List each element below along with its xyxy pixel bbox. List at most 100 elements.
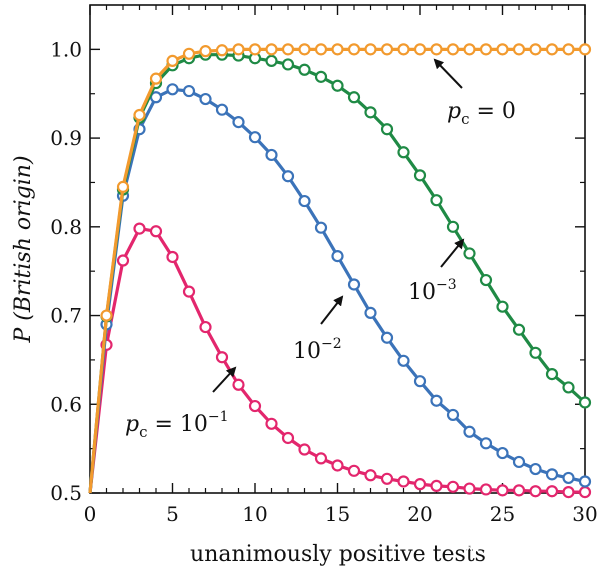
y-tick-label: 0.8	[50, 215, 82, 239]
watermark: 知乎 @只抓住6个	[465, 537, 584, 555]
data-point	[215, 351, 229, 364]
data-point	[166, 83, 179, 96]
data-point	[166, 54, 179, 67]
data-point	[331, 459, 344, 472]
data-point	[133, 108, 146, 122]
data-point	[232, 116, 245, 129]
axis-ticks: 0 5 10 15 20 25 30 0.5 0.6 0.7 0.8 0.9 1.0	[50, 5, 598, 526]
data-point	[364, 306, 377, 319]
data-point	[364, 106, 377, 119]
data-point	[199, 92, 212, 106]
data-point	[397, 146, 410, 159]
y-tick-label: 1.0	[50, 37, 82, 61]
annotation-pc-1-arrow	[212, 366, 237, 393]
data-point	[413, 478, 427, 491]
x-tick-label: 15	[325, 502, 350, 526]
data-point	[479, 437, 493, 450]
data-point	[578, 475, 592, 488]
data-point	[347, 464, 361, 477]
data-point	[512, 484, 526, 497]
series-0	[88, 222, 592, 499]
y-tick-label: 0.9	[50, 126, 82, 150]
annotation-pc-3: 10−3	[408, 238, 465, 305]
data-point	[265, 43, 278, 56]
data-point	[232, 43, 245, 56]
annotation-pc-2: 10−2	[293, 295, 344, 364]
annotation-pc-3-arrow	[440, 238, 465, 268]
data-point	[149, 72, 163, 85]
data-point	[281, 43, 295, 56]
data-point	[529, 485, 542, 498]
data-point	[380, 123, 394, 136]
data-point	[496, 446, 509, 460]
y-tick-label: 0.6	[50, 392, 82, 416]
data-point	[446, 480, 460, 493]
annotation-pc-3-label: 10−3	[408, 277, 457, 305]
data-point	[314, 43, 328, 56]
annotation-pc-0: pc = 0	[433, 58, 516, 128]
series-3	[88, 43, 592, 494]
data-point	[248, 131, 262, 144]
annotation-pc-1-label: pc = 10−1	[125, 409, 229, 441]
data-point	[347, 278, 361, 291]
data-point	[347, 91, 361, 104]
y-tick-label: 0.7	[50, 304, 82, 328]
data-point	[331, 43, 344, 56]
data-point	[463, 43, 476, 56]
data-point	[298, 43, 311, 56]
data-point	[182, 84, 196, 98]
data-point	[331, 249, 344, 263]
data-point	[364, 469, 377, 482]
series-group	[88, 43, 592, 499]
data-point	[463, 247, 476, 260]
data-point	[479, 483, 493, 496]
data-point	[397, 475, 410, 488]
data-point	[578, 43, 592, 56]
data-point	[182, 47, 196, 60]
data-point	[215, 44, 229, 57]
data-point	[529, 43, 542, 56]
data-point	[298, 194, 311, 208]
data-point	[479, 43, 493, 56]
data-point	[545, 485, 559, 498]
data-point	[116, 254, 130, 267]
data-point	[562, 381, 575, 394]
data-point	[512, 43, 526, 56]
data-point	[413, 43, 427, 56]
y-axis-label: P (British origin)	[11, 155, 36, 343]
data-point	[496, 43, 509, 56]
data-point	[496, 300, 509, 313]
data-point	[281, 170, 295, 183]
data-point	[430, 43, 443, 56]
data-point	[578, 486, 592, 499]
data-point	[215, 103, 229, 116]
annotation-pc-2-arrow	[320, 295, 344, 325]
data-point	[446, 220, 460, 233]
data-point	[562, 471, 575, 485]
x-tick-label: 20	[407, 502, 432, 526]
data-point	[413, 375, 427, 388]
data-point	[149, 225, 163, 238]
data-point	[281, 58, 295, 71]
data-point	[314, 221, 328, 234]
data-point	[562, 486, 575, 499]
data-point	[529, 462, 542, 476]
data-point	[281, 431, 295, 445]
data-point	[512, 455, 526, 469]
x-tick-label: 0	[84, 502, 97, 526]
annotation-pc-0-label: pc = 0	[447, 99, 516, 128]
data-point	[331, 79, 344, 92]
x-tick-label: 30	[572, 502, 597, 526]
data-point	[463, 482, 476, 495]
x-tick-label: 25	[490, 502, 515, 526]
annotation-pc-1: pc = 10−1	[125, 366, 237, 441]
data-point	[430, 479, 443, 493]
annotation-pc-0-arrow	[433, 58, 463, 89]
data-point	[248, 43, 262, 56]
data-point	[265, 54, 278, 67]
data-point	[116, 180, 130, 193]
data-point	[265, 417, 278, 430]
data-point	[529, 346, 542, 359]
data-point	[463, 425, 476, 438]
